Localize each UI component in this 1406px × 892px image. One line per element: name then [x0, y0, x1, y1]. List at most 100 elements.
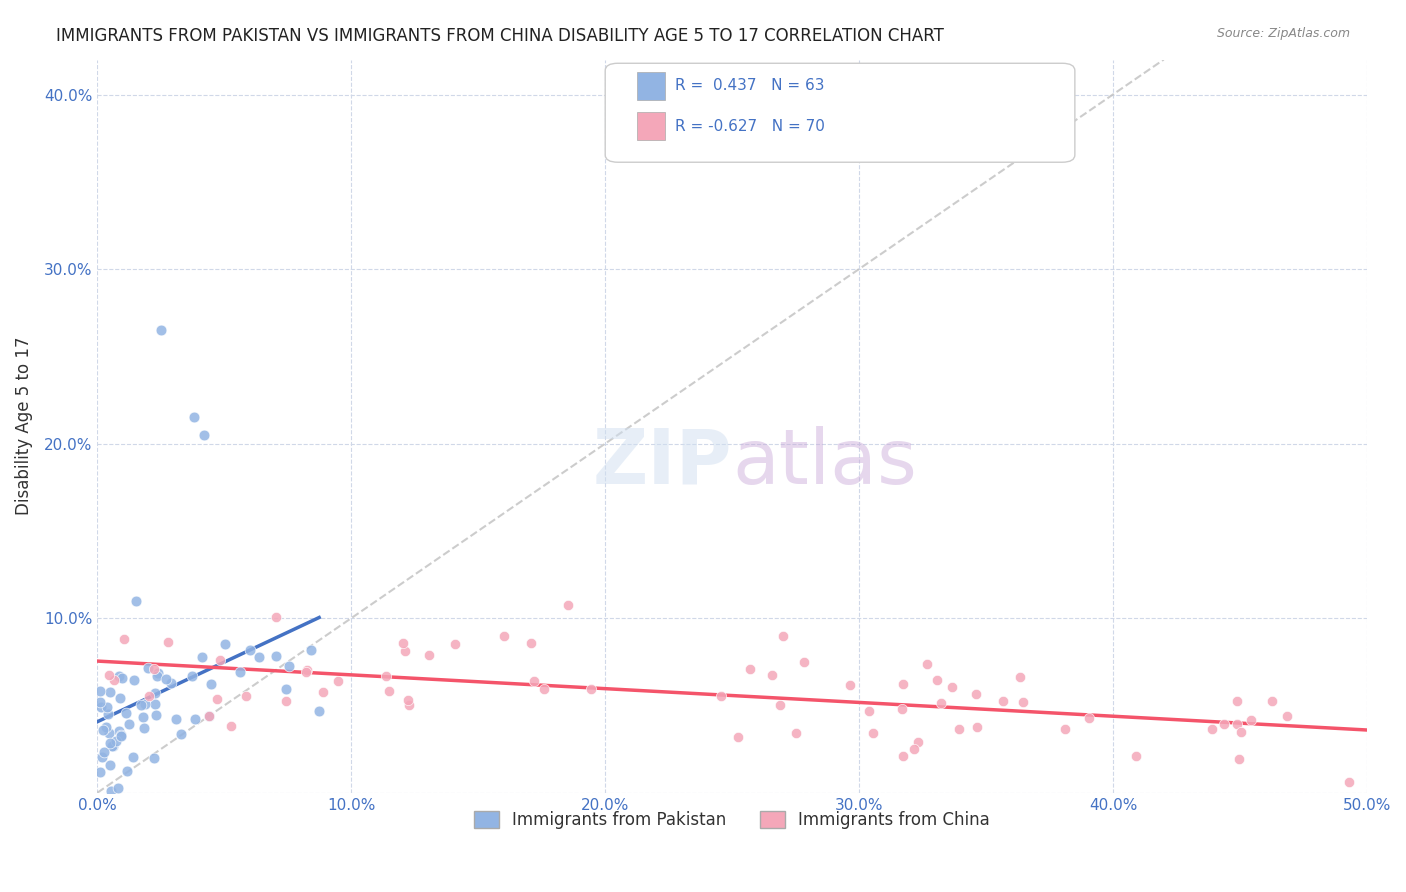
Point	[925, 673, 948, 688]
Point	[98, 757, 121, 772]
Point	[1213, 717, 1236, 731]
Point	[198, 708, 221, 723]
Point	[328, 673, 350, 688]
Point	[110, 691, 132, 706]
Point	[145, 697, 167, 711]
Point	[181, 669, 204, 683]
Point	[159, 675, 181, 690]
Bar	[637, 72, 665, 100]
Point	[117, 764, 139, 778]
Point	[110, 729, 132, 743]
Point	[941, 680, 963, 694]
Point	[193, 428, 215, 442]
Point	[90, 700, 112, 714]
Point	[991, 693, 1014, 707]
Point	[118, 716, 141, 731]
Point	[948, 723, 970, 737]
Point	[931, 696, 953, 710]
Point	[100, 736, 122, 750]
Point	[965, 687, 987, 701]
Point	[1054, 722, 1077, 736]
Point	[1227, 752, 1250, 766]
Point	[492, 629, 515, 643]
Point	[132, 710, 155, 724]
Text: R =  0.437   N = 63: R = 0.437 N = 63	[675, 78, 824, 94]
Point	[155, 672, 177, 686]
Point	[143, 662, 166, 676]
Point	[557, 598, 579, 612]
Point	[785, 726, 807, 740]
Point	[98, 726, 121, 740]
Point	[98, 685, 121, 699]
Point	[145, 708, 167, 723]
Point	[418, 648, 440, 662]
Point	[108, 669, 131, 683]
Point	[274, 693, 297, 707]
Point	[893, 748, 915, 763]
Y-axis label: Disability Age 5 to 17: Disability Age 5 to 17	[15, 337, 32, 516]
Point	[125, 594, 148, 608]
Point	[149, 323, 172, 337]
Point	[1226, 717, 1249, 731]
Point	[1201, 722, 1223, 736]
Point	[105, 733, 128, 747]
Point	[793, 655, 815, 669]
Text: R = -0.627   N = 70: R = -0.627 N = 70	[675, 119, 825, 134]
Point	[394, 644, 416, 658]
Point	[138, 689, 160, 703]
Point	[295, 665, 318, 680]
Point	[838, 678, 860, 692]
Text: atlas: atlas	[733, 425, 917, 500]
Point	[219, 719, 242, 733]
Point	[1226, 694, 1249, 708]
Point	[198, 709, 221, 723]
Point	[966, 720, 988, 734]
Point	[769, 698, 792, 712]
Point	[97, 668, 120, 682]
Point	[891, 677, 914, 691]
Point	[858, 704, 880, 718]
Point	[107, 780, 129, 795]
Point	[90, 749, 112, 764]
Point	[170, 727, 193, 741]
Point	[1125, 749, 1147, 764]
Point	[239, 643, 262, 657]
Point	[264, 649, 287, 664]
Point	[200, 677, 222, 691]
Point	[443, 637, 465, 651]
Point	[115, 706, 138, 720]
Point	[146, 669, 169, 683]
Point	[276, 681, 298, 696]
Point	[108, 723, 131, 738]
Point	[134, 697, 156, 711]
Point	[520, 636, 543, 650]
Point	[112, 632, 135, 646]
FancyBboxPatch shape	[605, 63, 1074, 162]
Point	[93, 723, 115, 737]
Point	[1230, 724, 1253, 739]
Point	[214, 637, 236, 651]
Point	[727, 730, 749, 744]
Point	[247, 650, 270, 665]
Point	[111, 671, 134, 685]
Point	[299, 643, 322, 657]
Point	[143, 751, 166, 765]
Text: Source: ZipAtlas.com: Source: ZipAtlas.com	[1216, 27, 1350, 40]
Point	[96, 700, 118, 714]
Bar	[637, 112, 665, 140]
Point	[97, 707, 120, 722]
Point	[124, 673, 146, 687]
Point	[378, 683, 401, 698]
Point	[1077, 710, 1099, 724]
Point	[132, 721, 155, 735]
Point	[772, 629, 794, 643]
Point	[1240, 713, 1263, 727]
Point	[903, 741, 925, 756]
Point	[295, 663, 318, 677]
Point	[94, 720, 117, 734]
Point	[101, 739, 124, 754]
Point	[891, 701, 914, 715]
Text: IMMIGRANTS FROM PAKISTAN VS IMMIGRANTS FROM CHINA DISABILITY AGE 5 TO 17 CORRELA: IMMIGRANTS FROM PAKISTAN VS IMMIGRANTS F…	[56, 27, 943, 45]
Point	[100, 739, 122, 754]
Text: ZIP: ZIP	[593, 425, 733, 500]
